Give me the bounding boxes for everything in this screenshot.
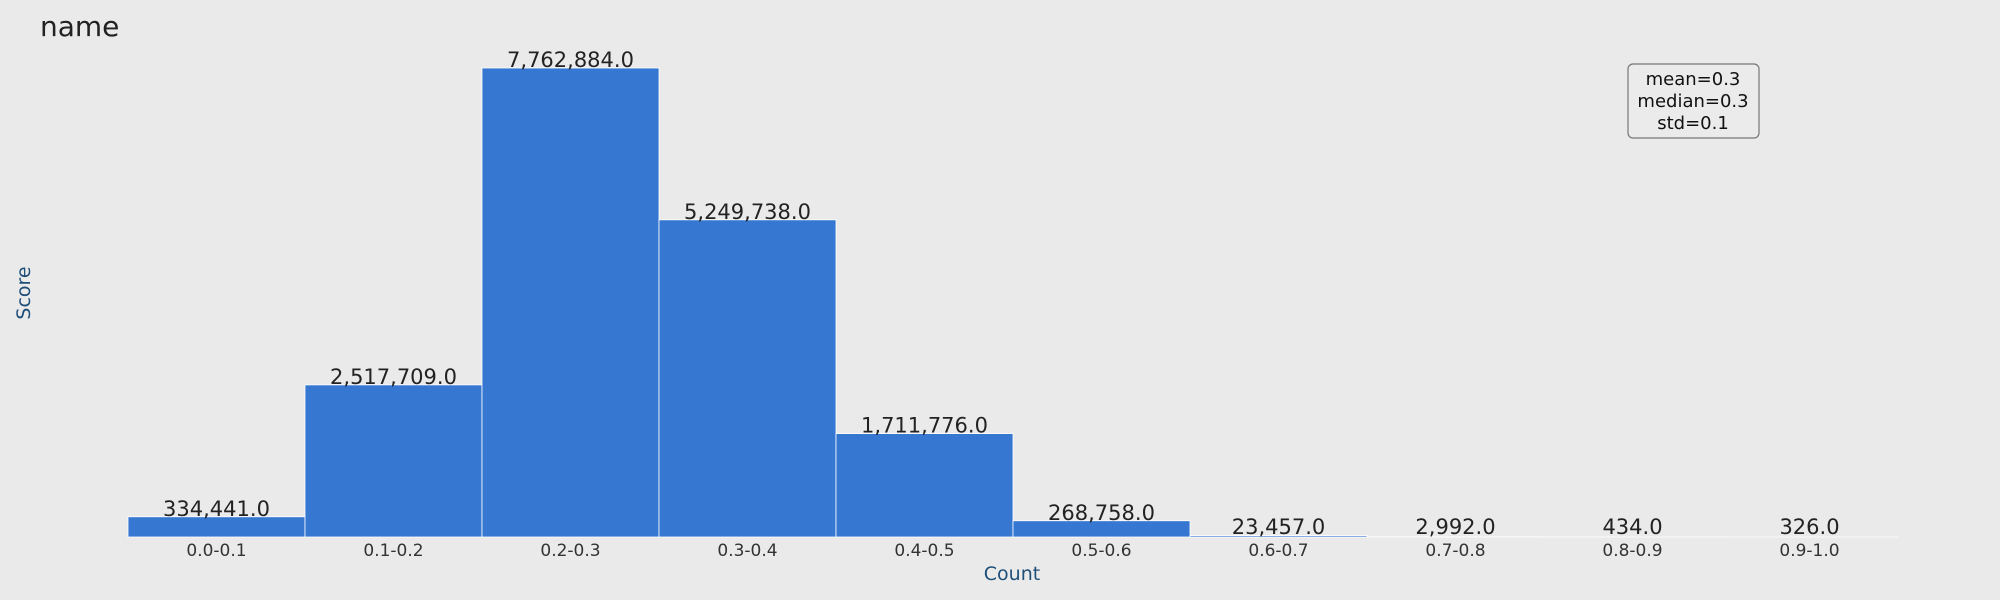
chart-title: name [40, 10, 119, 43]
x-tick-label: 0.0-0.1 [186, 541, 246, 561]
bar-0.6-0.7 [1189, 535, 1368, 538]
data-label: 23,457.0 [1232, 515, 1326, 539]
y-axis-label: Score [13, 266, 35, 319]
data-label: 434.0 [1602, 515, 1662, 539]
stats-box-frame [1627, 63, 1760, 139]
bar-0.3-0.4 [658, 219, 837, 538]
data-label: 326.0 [1779, 515, 1839, 539]
data-label: 2,992.0 [1415, 515, 1495, 539]
x-tick-label: 0.4-0.5 [894, 541, 954, 561]
data-labels: 334,441.0 2,517,709.0 7,762,884.0 5,249,738… [163, 48, 1840, 539]
x-tick-label: 0.2-0.3 [540, 541, 600, 561]
bar-0.2-0.3 [481, 67, 660, 538]
x-tick-label: 0.6-0.7 [1248, 541, 1308, 561]
stats-std: std=0.1 [1657, 113, 1729, 134]
bar-0.4-0.5 [835, 433, 1014, 538]
data-label: 1,711,776.0 [861, 414, 988, 438]
stats-median: median=0.3 [1637, 91, 1748, 112]
x-tick-label: 0.9-1.0 [1779, 541, 1839, 561]
x-axis-label: Count [984, 563, 1040, 585]
data-label: 7,762,884.0 [507, 48, 634, 72]
stats-mean: mean=0.3 [1646, 69, 1741, 90]
stats-box: mean=0.3 median=0.3 std=0.1 [1627, 63, 1760, 139]
bar-0.1-0.2 [304, 384, 483, 538]
data-label: 2,517,709.0 [330, 365, 457, 389]
x-tick-label: 0.5-0.6 [1071, 541, 1131, 561]
data-label: 5,249,738.0 [684, 200, 811, 224]
x-tick-label: 0.7-0.8 [1425, 541, 1485, 561]
x-tick-label: 0.1-0.2 [363, 541, 423, 561]
data-label: 268,758.0 [1048, 501, 1155, 525]
x-tick-label: 0.3-0.4 [717, 541, 777, 561]
x-tick-label: 0.8-0.9 [1602, 541, 1662, 561]
bars-group [127, 67, 1899, 538]
bar-0.5-0.6 [1012, 520, 1191, 538]
x-tick-labels: 0.0-0.1 0.1-0.2 0.2-0.3 0.3-0.4 0.4-0.5 0.5-0… [186, 541, 1839, 561]
data-label: 334,441.0 [163, 497, 270, 521]
